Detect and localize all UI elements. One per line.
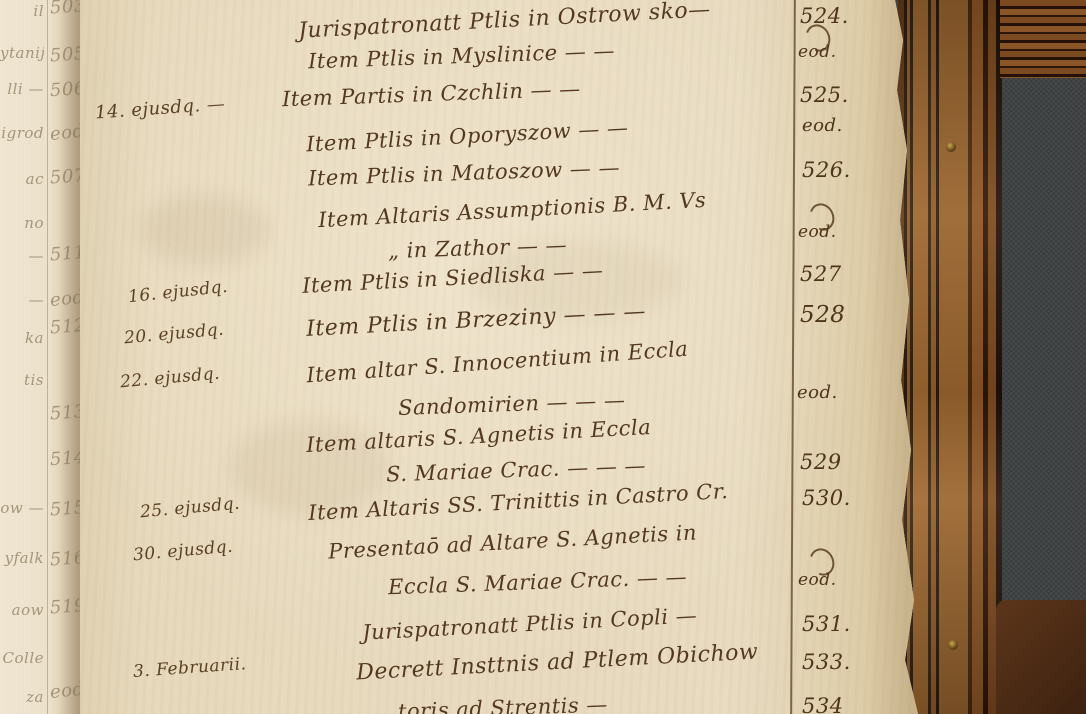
leather-spine — [898, 0, 1002, 714]
ref-number: 533. — [802, 650, 851, 674]
ref-number: eod. — [798, 570, 837, 590]
ref-number: 531. — [802, 612, 851, 636]
facing-fragment: ac — [25, 170, 44, 188]
spine-striped-headband — [1000, 0, 1086, 78]
manuscript-page — [80, 0, 918, 714]
facing-fragment: yfalk — [4, 549, 44, 567]
ref-number: 525. — [800, 83, 849, 107]
book-cover-corner — [996, 600, 1086, 714]
facing-fragment: lli — — [7, 80, 44, 98]
facing-fragment: ka — [24, 329, 44, 347]
ref-number: 524. — [800, 4, 849, 28]
facing-fragment: tis — [23, 371, 44, 389]
ref-number: 528 — [800, 302, 846, 328]
facing-fragment: ow — — [0, 499, 44, 517]
facing-fragment: no — [24, 214, 44, 232]
ref-number: 534 — [802, 694, 844, 714]
facing-page-edge — [0, 0, 88, 714]
ref-number: 530. — [802, 486, 851, 510]
facing-fragment: za — [26, 688, 44, 706]
ref-number: 526. — [802, 158, 851, 182]
facing-fragment: ytanij — [0, 44, 44, 62]
ref-number: eod. — [798, 42, 837, 62]
brass-stud — [946, 142, 956, 152]
ref-number: 527 — [800, 262, 842, 286]
facing-fragment: — — [28, 291, 44, 309]
ref-number: eod. — [802, 115, 843, 136]
ref-number: 529 — [800, 450, 842, 474]
facing-fragment: il — [33, 2, 44, 20]
facing-fragment: — — [28, 247, 44, 265]
facing-fragment: igrod — [1, 124, 44, 142]
ref-number: eod. — [798, 222, 837, 242]
ref-number: eod. — [797, 382, 838, 403]
brass-stud — [948, 640, 958, 650]
facing-fragment: aow — [11, 601, 44, 619]
facing-column-rule — [47, 0, 48, 714]
facing-fragment: Colle — [2, 649, 44, 667]
